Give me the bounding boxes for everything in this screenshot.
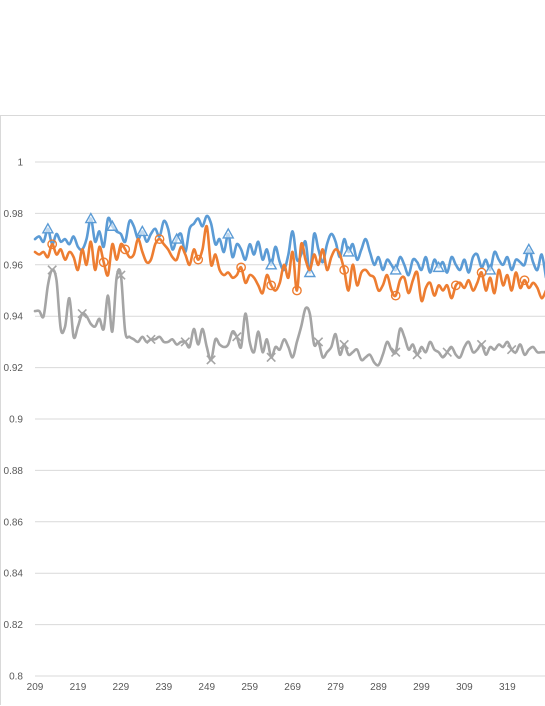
series-0-marker-0 <box>43 224 53 233</box>
x-tick-label-2: 229 <box>113 682 130 693</box>
y-tick-label-10: 1 <box>17 158 23 169</box>
x-tick-label-11: 319 <box>499 682 516 693</box>
line-chart: 0.8 0.82 0.84 0.86 0.88 0.9 0.92 0.94 0.96 0.98 1 2… <box>1 116 545 706</box>
x-tick-label-0: 209 <box>27 682 44 693</box>
y-tick-label-0: 0.8 <box>9 672 23 683</box>
series-0-marker-3 <box>137 226 147 235</box>
x-tick-label-8: 289 <box>370 682 387 693</box>
series-0-marker-11 <box>485 265 495 274</box>
x-tick-label-9: 299 <box>413 682 430 693</box>
x-tick-label-6: 269 <box>284 682 301 693</box>
series-2-marker-11 <box>413 351 421 359</box>
series-2-line <box>35 269 545 365</box>
y-tick-label-9: 0.98 <box>4 209 24 220</box>
series-0-marker-8 <box>343 247 353 256</box>
x-tick-label-1: 219 <box>70 682 87 693</box>
x-tick-label-7: 279 <box>327 682 344 693</box>
y-tick-label-8: 0.96 <box>4 260 24 271</box>
series-2-marker-12 <box>443 348 451 356</box>
y-tick-label-7: 0.94 <box>4 312 24 323</box>
x-tick-label-3: 239 <box>155 682 172 693</box>
series-2-marker-14 <box>507 345 515 353</box>
y-tick-label-1: 0.82 <box>4 620 24 631</box>
series-0-marker-2 <box>107 221 117 230</box>
x-tick-label-5: 259 <box>241 682 258 693</box>
series-2-marker-13 <box>477 340 485 348</box>
x-tick-label-4: 249 <box>198 682 215 693</box>
y-tick-label-3: 0.86 <box>4 517 24 528</box>
y-tick-label-6: 0.92 <box>4 363 24 374</box>
y-tick-label-5: 0.9 <box>9 415 23 426</box>
series-2-marker-9 <box>340 340 348 348</box>
y-tick-label-2: 0.84 <box>4 569 24 580</box>
series-0-marker-12 <box>524 244 534 253</box>
y-tick-label-4: 0.88 <box>4 466 24 477</box>
series-0-marker-6 <box>266 260 276 269</box>
series-0-marker-1 <box>86 214 96 223</box>
chart-area: 0.8 0.82 0.84 0.86 0.88 0.9 0.92 0.94 0.96 0.98 1 2… <box>0 115 545 705</box>
series-0-marker-5 <box>223 229 233 238</box>
x-tick-label-10: 309 <box>456 682 473 693</box>
